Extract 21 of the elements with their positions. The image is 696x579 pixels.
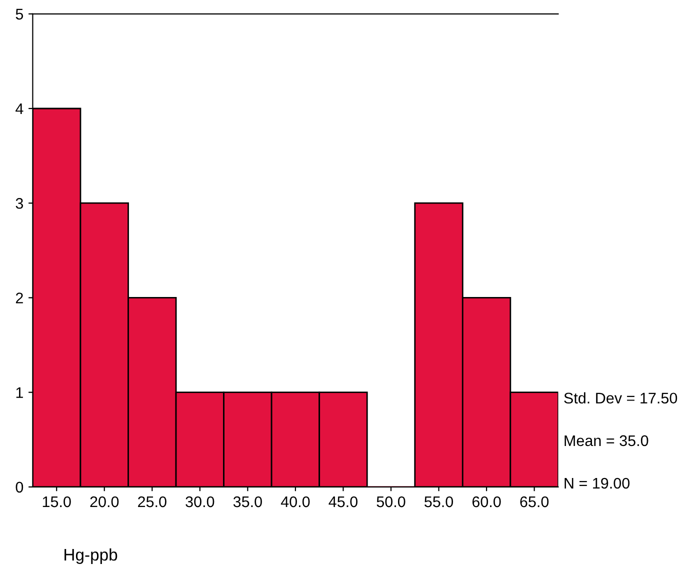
x-tick-label: 40.0	[280, 496, 310, 508]
text: Mean = 35.0	[564, 435, 648, 446]
y-tick-label: 4	[16, 104, 24, 114]
y-tick-label: 2	[16, 292, 23, 304]
x-tick-label: 25.0	[138, 496, 166, 508]
x-tick-label: 45.0	[328, 496, 358, 508]
y-tick-label: 1	[16, 387, 23, 398]
y-tick-label: 0	[16, 482, 24, 493]
y-tick-label: 3	[16, 198, 24, 209]
x-tick-label: 65.0	[520, 496, 549, 508]
x-tick-label: 30.0	[186, 496, 214, 508]
x-tick-label: 55.0	[424, 496, 454, 508]
text: Std. Dev = 17.50	[564, 392, 678, 404]
x-tick-label: 15.0	[42, 496, 71, 508]
x-tick-label: 20.0	[90, 496, 119, 508]
x-tick-label: 35.0	[233, 496, 262, 508]
y-tick-label: 5	[16, 8, 24, 20]
text: N = 19.00	[564, 478, 630, 489]
x-tick-label: 50.0	[376, 496, 406, 508]
x-tick-label: 60.0	[472, 496, 501, 508]
x-axis-title: Hg-ppb	[64, 548, 118, 564]
